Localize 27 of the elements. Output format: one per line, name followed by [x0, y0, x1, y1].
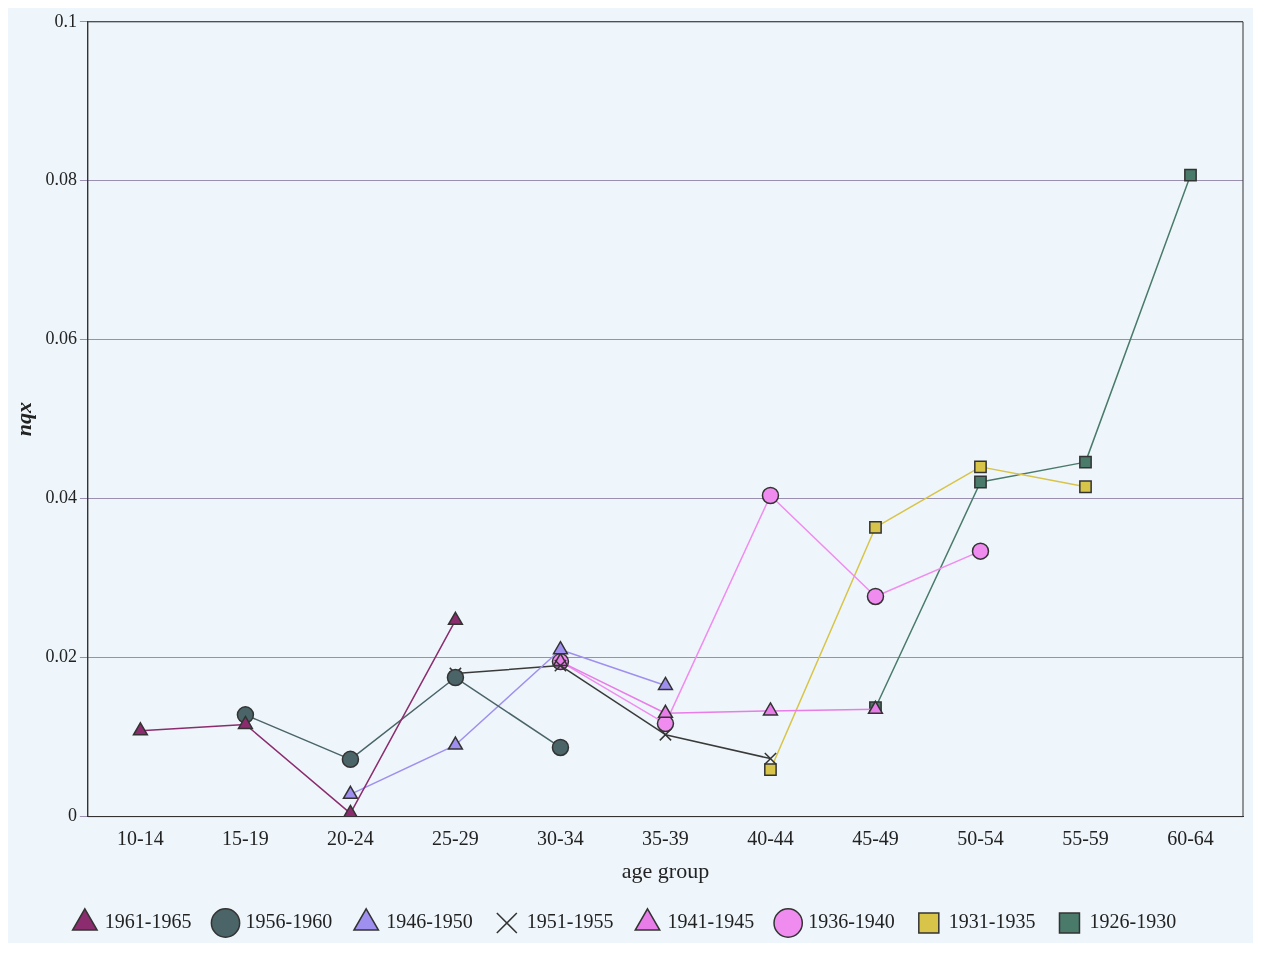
- x-tick-label: 55-59: [1062, 826, 1109, 849]
- x-tick-label: 15-19: [222, 826, 269, 849]
- legend-label: 1961-1965: [104, 910, 192, 933]
- y-tick-label: 0.08: [45, 169, 77, 190]
- y-tick-label: 0: [67, 805, 77, 826]
- x-tick-label: 45-49: [852, 826, 899, 849]
- legend-label: 1946-1950: [386, 910, 473, 933]
- x-tick-label: 10-14: [117, 826, 164, 849]
- x-tick-label: 30-34: [537, 826, 584, 849]
- y-tick-label: 0.04: [45, 487, 77, 508]
- x-tick-label: 40-44: [747, 826, 794, 849]
- legend-label: 1941-1945: [667, 910, 755, 933]
- x-tick-label: 60-64: [1167, 826, 1214, 849]
- legend-label: 1926-1930: [1089, 910, 1177, 933]
- y-tick-label: 0.06: [45, 328, 77, 349]
- x-tick-label: 35-39: [642, 826, 689, 849]
- x-tick-label: 50-54: [957, 826, 1004, 849]
- legend-label: 1956-1960: [245, 910, 333, 933]
- x-tick-label: 25-29: [432, 826, 479, 849]
- y-tick-label: 0.02: [45, 646, 77, 667]
- y-tick-label: 0.1: [54, 10, 77, 31]
- y-axis-title: nqx: [10, 402, 36, 437]
- x-tick-label: 20-24: [327, 826, 374, 849]
- legend-label: 1951-1955: [526, 910, 614, 933]
- legend-label: 1936-1940: [808, 910, 895, 933]
- legend-label: 1931-1935: [948, 910, 1036, 933]
- x-axis-title: age group: [621, 857, 710, 883]
